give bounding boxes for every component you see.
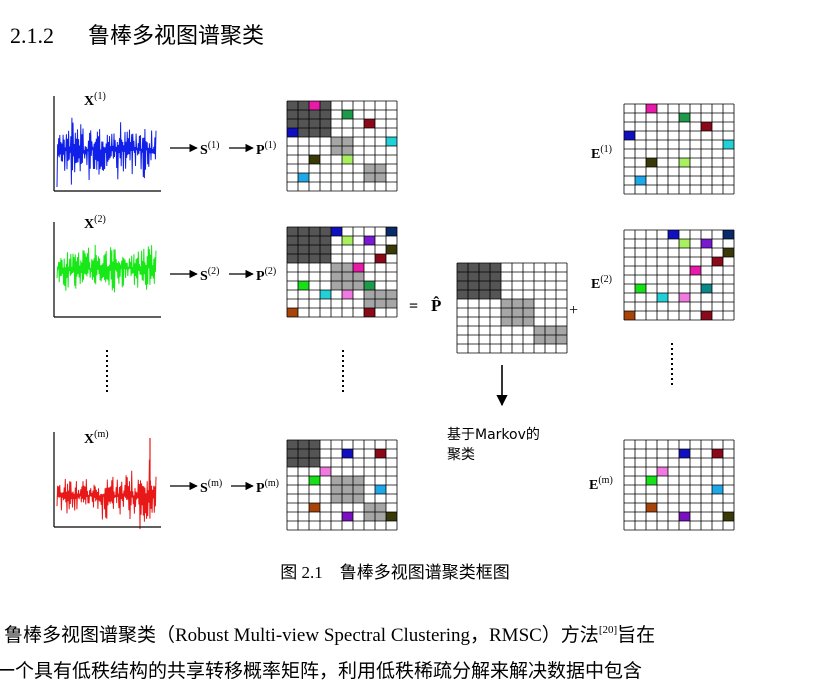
p1-label: P(1) (256, 140, 277, 158)
signal-plot-3 (53, 432, 161, 530)
section-heading: 2.1.2 鲁棒多视图谱聚类 (10, 18, 264, 50)
e1-label: E(1) (591, 144, 613, 162)
plus-sign: + (569, 302, 579, 319)
matrix-e2 (623, 229, 735, 321)
paragraph-line-1: 鲁棒多视图谱聚类（Robust Multi-view Spectral Clus… (4, 624, 656, 646)
x2-label: X(2) (84, 214, 106, 232)
sm-label: S(m) (200, 478, 223, 496)
em-label: E(m) (589, 475, 613, 493)
s2-label: S(2) (200, 266, 220, 284)
equals-sign: = (409, 298, 419, 315)
p-hat-label: P̂ (431, 296, 442, 315)
signal-plot-1 (53, 96, 161, 192)
pm-label: P(m) (256, 478, 280, 496)
matrix-em (623, 439, 735, 531)
matrix-p1 (286, 100, 398, 192)
s1-label: S(1) (200, 140, 220, 158)
signal-plots (53, 96, 161, 530)
signal-trace-2 (56, 244, 157, 293)
p2-label: P(2) (256, 266, 277, 284)
section-number: 2.1.2 (10, 23, 54, 48)
section-title: 鲁棒多视图谱聚类 (88, 23, 265, 48)
signal-trace-3 (56, 459, 157, 530)
connectors (106, 143, 673, 491)
paragraph-line-2: 一个具有低秩结构的共享转移概率矩阵，利用低秩稀疏分解来解决数据中包含 (0, 661, 643, 682)
signal-plot-2 (53, 222, 161, 318)
x1-label: X(1) (84, 91, 106, 109)
signal-trace-1 (56, 117, 157, 188)
matrix-p-hat (456, 262, 568, 354)
e2-label: E(2) (591, 274, 613, 292)
matrix-e1 (623, 103, 735, 195)
markov-clustering-note: 基于Markov的 聚类 (447, 427, 540, 463)
xm-label: X(m) (84, 429, 109, 447)
matrix-pm (286, 439, 398, 531)
figure-caption: 图 2.1 鲁棒多视图谱聚类框图 (280, 563, 510, 582)
matrix-p2 (286, 226, 398, 318)
matrix-grids (286, 100, 735, 531)
